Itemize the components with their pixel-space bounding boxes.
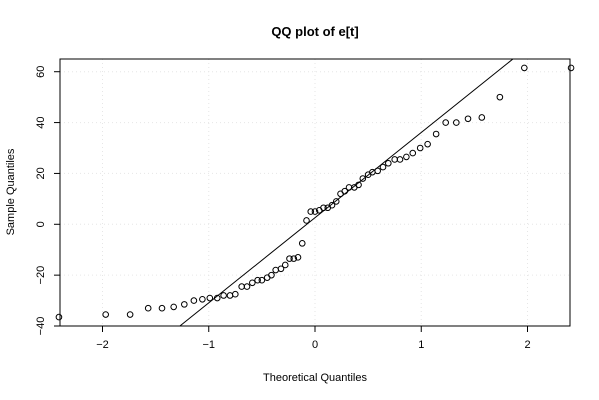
data-point xyxy=(359,175,367,182)
data-point xyxy=(206,294,214,302)
data-point xyxy=(442,119,449,126)
data-points xyxy=(55,64,575,321)
x-tick-label: 1 xyxy=(418,339,424,351)
data-point xyxy=(102,311,109,318)
data-point xyxy=(213,294,221,302)
x-axis: −2 −1 0 1 2 xyxy=(96,326,531,351)
data-point xyxy=(303,217,310,224)
data-point xyxy=(254,276,261,284)
data-point xyxy=(409,149,417,157)
data-point xyxy=(243,283,251,290)
y-axis: −40 −20 0 20 40 60 xyxy=(35,66,60,336)
data-point xyxy=(432,130,440,138)
data-point xyxy=(281,261,289,269)
grid xyxy=(60,59,570,327)
y-tick-label: 0 xyxy=(35,221,47,227)
y-tick-label: −40 xyxy=(35,317,47,336)
data-point xyxy=(332,198,340,205)
data-point xyxy=(277,265,285,273)
data-point xyxy=(355,181,362,189)
data-point xyxy=(311,208,319,215)
x-tick-label: −2 xyxy=(96,339,109,351)
data-point xyxy=(424,140,431,148)
data-point xyxy=(453,119,460,126)
data-point xyxy=(391,156,398,163)
data-point xyxy=(226,292,234,299)
data-point xyxy=(298,240,306,247)
data-point xyxy=(238,283,245,290)
data-point xyxy=(190,297,198,304)
y-tick-label: 20 xyxy=(35,167,47,179)
x-tick-label: −1 xyxy=(202,339,215,351)
data-point xyxy=(268,271,275,279)
reference-line-group xyxy=(179,58,514,327)
data-point xyxy=(374,167,381,175)
data-point xyxy=(416,144,424,152)
data-point xyxy=(272,266,279,274)
data-point xyxy=(345,184,353,191)
data-point xyxy=(396,156,404,163)
data-point xyxy=(286,255,293,262)
data-point xyxy=(320,204,327,212)
y-axis-label: Sample Quantiles xyxy=(5,148,17,235)
y-tick-label: 60 xyxy=(35,66,47,78)
y-tick-label: 40 xyxy=(35,116,47,128)
data-point xyxy=(290,255,298,262)
data-point xyxy=(341,187,349,195)
data-point xyxy=(496,93,504,101)
data-point xyxy=(379,163,387,171)
data-point xyxy=(126,311,134,318)
data-point xyxy=(144,304,152,312)
data-point xyxy=(328,201,336,209)
x-tick-label: 2 xyxy=(524,339,530,351)
data-point xyxy=(181,301,188,308)
data-point xyxy=(220,292,227,299)
data-point xyxy=(258,276,266,284)
x-axis-label: Theoretical Quantiles xyxy=(263,372,367,384)
x-tick-label: 0 xyxy=(312,339,318,351)
data-point xyxy=(521,64,528,72)
data-point xyxy=(307,208,315,215)
data-point xyxy=(478,114,486,121)
data-point xyxy=(403,153,410,161)
reference-line xyxy=(179,58,514,327)
data-point xyxy=(294,254,302,261)
data-point xyxy=(158,304,166,312)
data-point xyxy=(170,303,177,311)
chart-title: QQ plot of e[t] xyxy=(271,24,358,39)
data-point xyxy=(249,279,256,287)
data-point xyxy=(567,64,575,72)
data-point xyxy=(55,313,63,321)
data-point xyxy=(199,296,206,303)
data-point xyxy=(232,290,239,298)
data-point xyxy=(464,115,472,123)
data-point xyxy=(385,159,392,167)
y-tick-label: −20 xyxy=(35,266,47,285)
